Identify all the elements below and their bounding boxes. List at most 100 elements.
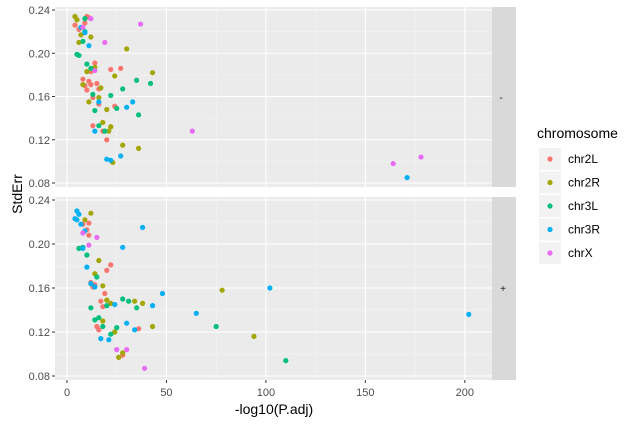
- data-point-chr3L: [94, 274, 100, 280]
- data-point-chr2L: [108, 66, 114, 73]
- data-point-chr2L: [90, 123, 96, 129]
- data-point-chr3R: [159, 290, 166, 297]
- data-point-chr2R: [132, 298, 138, 304]
- data-point-chr3L: [88, 305, 94, 311]
- data-point-chr2R: [106, 128, 112, 134]
- data-point-chr2R: [74, 17, 80, 23]
- legend-label-chrX: chrX: [568, 246, 593, 260]
- data-point-chrX: [86, 242, 92, 248]
- data-point-chr3R: [149, 303, 156, 309]
- data-point-chrX: [390, 160, 396, 167]
- data-point-chrX: [80, 24, 86, 30]
- data-point-chr2L: [118, 65, 124, 71]
- data-point-chr2R: [116, 354, 122, 360]
- data-point-chr3R: [267, 285, 273, 291]
- legend-label-chr3L: chr3L: [568, 199, 598, 213]
- data-point-chr3L: [96, 123, 102, 129]
- grid-bottom: [55, 197, 492, 380]
- data-point-chr3L: [80, 38, 86, 44]
- data-point-chr2R: [96, 257, 102, 264]
- legend-key-chr3L: [547, 203, 553, 209]
- x-axis-title: -log10(P.adj): [235, 401, 313, 417]
- data-point-chrX: [141, 365, 148, 371]
- data-point-chr2R: [112, 73, 118, 79]
- data-point-chr3R: [96, 99, 102, 105]
- data-point-chr2L: [100, 304, 106, 310]
- data-point-chr3R: [80, 245, 86, 251]
- data-point-chr3R: [139, 224, 146, 231]
- legend-title: chromosome: [537, 125, 618, 141]
- y-tick-label: 0.16: [29, 283, 50, 295]
- legend-label-chr3R: chr3R: [568, 223, 600, 237]
- data-point-chr2L: [102, 290, 108, 297]
- y-axis-ticks-bottom: 0.08 0.12 0.16 0.20 0.24: [29, 195, 55, 383]
- legend-key-chrX: [547, 250, 553, 256]
- data-point-chr2R: [86, 99, 92, 105]
- data-point-chr3R: [112, 301, 118, 308]
- data-point-chr3L: [100, 323, 106, 330]
- data-point-chr2R: [104, 297, 110, 303]
- y-tick-label: 0.08: [29, 371, 50, 383]
- data-point-chr2L: [94, 80, 100, 87]
- legend-key-chr3R: [547, 226, 553, 233]
- data-point-chr3L: [283, 358, 289, 364]
- data-point-chr3L: [147, 80, 154, 87]
- data-point-chr2R: [78, 32, 84, 38]
- data-point-chr3R: [404, 174, 410, 181]
- data-point-chr3L: [84, 61, 90, 67]
- data-point-chr2R: [98, 85, 104, 91]
- data-point-chr2L: [96, 327, 102, 333]
- legend-key-chr2R: [547, 179, 553, 186]
- data-point-chr2R: [124, 46, 130, 52]
- y-axis-ticks-top: 0.08 0.12 0.16 0.20 0.24: [29, 5, 55, 190]
- data-point-chr2L: [92, 60, 98, 66]
- x-tick-label: 50: [160, 387, 172, 399]
- data-point-chr3L: [134, 77, 140, 83]
- data-point-chr2L: [108, 262, 114, 268]
- data-point-chr3L: [114, 105, 120, 111]
- y-tick-label: 0.24: [29, 5, 50, 17]
- data-point-chr2R: [104, 106, 110, 113]
- data-point-chr3R: [104, 156, 110, 162]
- data-point-chr3L: [114, 325, 120, 331]
- data-point-chrX: [94, 234, 100, 240]
- legend-key-chr2L: [547, 156, 553, 162]
- data-point-chr2R: [88, 34, 94, 40]
- data-point-chr2L: [104, 267, 110, 273]
- data-point-chr3R: [466, 311, 472, 317]
- data-point-chrX: [102, 39, 108, 46]
- strip-top-background: [492, 7, 516, 187]
- strip-top-label: -: [499, 93, 502, 104]
- data-point-chr2L: [84, 87, 90, 93]
- data-point-chr2R: [136, 145, 142, 151]
- data-point-chr2R: [108, 124, 114, 130]
- y-tick-label: 0.24: [29, 195, 50, 207]
- data-point-chr2R: [84, 69, 90, 75]
- x-tick-label: 0: [64, 387, 70, 399]
- data-point-chr3L: [82, 16, 88, 22]
- points-bottom: [72, 208, 472, 371]
- data-point-chr3R: [92, 284, 98, 290]
- points-top: [72, 13, 424, 181]
- data-point-chr3R: [98, 336, 104, 342]
- data-point-chrX: [92, 67, 98, 74]
- data-point-chr3L: [136, 112, 142, 118]
- data-point-chr3L: [126, 298, 132, 304]
- data-point-chrX: [124, 347, 130, 353]
- strip-bottom-background: [492, 197, 516, 380]
- data-point-chr3L: [108, 92, 114, 99]
- data-point-chrX: [137, 21, 144, 27]
- y-tick-label: 0.12: [29, 327, 50, 339]
- data-point-chr2L: [86, 220, 92, 226]
- data-point-chr2R: [76, 39, 82, 46]
- data-point-chr3L: [108, 331, 114, 337]
- legend-label-chr2L: chr2L: [568, 152, 598, 166]
- data-point-chr2R: [120, 350, 126, 356]
- y-tick-label: 0.12: [29, 135, 50, 147]
- data-point-chr2R: [149, 70, 156, 76]
- data-point-chr3L: [88, 65, 94, 71]
- data-point-chr3R: [118, 153, 124, 159]
- legend-label-chr2R: chr2R: [568, 176, 600, 190]
- data-point-chr3R: [132, 327, 138, 333]
- data-point-chr3L: [120, 296, 126, 302]
